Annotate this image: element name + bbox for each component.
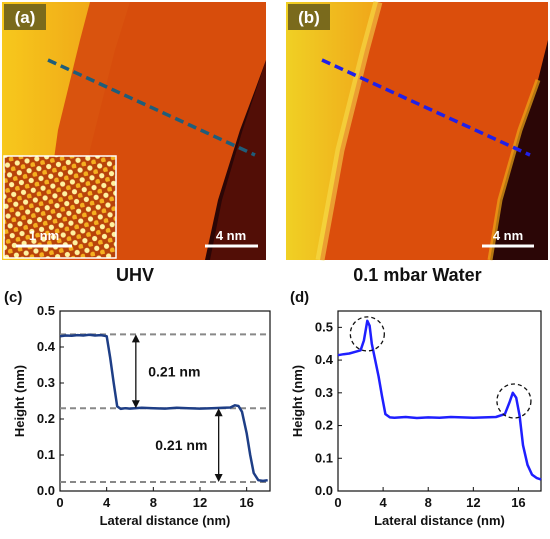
- atomic-inset: [3, 155, 117, 259]
- scale-label-b: 4 nm: [493, 228, 523, 243]
- highlight-circle: [349, 316, 385, 352]
- x-tick-label: 4: [103, 495, 111, 510]
- profile-line-b: [321, 58, 531, 157]
- series-line: [337, 319, 542, 481]
- x-tick-label: 16: [511, 495, 525, 510]
- label-box-a: [4, 4, 46, 30]
- y-tick-label: 0.0: [37, 483, 55, 498]
- y-tick-label: 0.4: [315, 352, 334, 367]
- plot-frame: [337, 310, 542, 492]
- y-tick-label: 0.1: [37, 447, 55, 462]
- y-tick-label: 0.5: [315, 319, 333, 334]
- x-axis-label: Lateral distance (nm): [100, 513, 231, 528]
- arrowhead: [131, 334, 140, 343]
- y-tick-label: 0.2: [315, 418, 333, 433]
- panel-label-d: (d): [290, 289, 309, 306]
- y-axis-label: Height (nm): [290, 365, 305, 437]
- x-tick-label: 0: [334, 495, 341, 510]
- y-tick-label: 0.5: [37, 303, 55, 318]
- inset-scale-label: 1 nm: [29, 228, 59, 243]
- chart-d: (d) 0 4 8 12 16 0.0 0.1 0.2 0.3 0.4 0.5 Lateral dis…: [290, 289, 542, 528]
- profile-line-a: [47, 58, 256, 157]
- x-tick-label: 12: [466, 495, 480, 510]
- y-tick-label: 0.3: [37, 375, 55, 390]
- x-tick-label: 16: [239, 495, 253, 510]
- label-box-b: [288, 4, 330, 30]
- plot-area-d: 0 4 8 12 16 0.0 0.1 0.2 0.3 0.4 0.5 Lateral distanc…: [290, 310, 542, 528]
- panel-label-b: (b): [298, 8, 320, 27]
- arrowhead: [214, 474, 223, 482]
- caption-b: 0.1 mbar Water: [353, 265, 482, 285]
- scale-label-a: 4 nm: [216, 228, 246, 243]
- y-tick-label: 0.2: [37, 411, 55, 426]
- panel-label-a: (a): [15, 8, 36, 27]
- terrace-middle-b: [320, 2, 548, 260]
- panel-label-c: (c): [4, 289, 22, 306]
- panel-a: 1 nm 4 nm (a): [2, 2, 266, 260]
- series-line: [59, 333, 268, 483]
- panel-b: 4 nm (b): [286, 0, 548, 261]
- x-tick-label: 4: [379, 495, 387, 510]
- step-height-label: 0.21 nm: [155, 437, 207, 453]
- x-axis-label: Lateral distance (nm): [374, 513, 505, 528]
- step-height-label: 0.21 nm: [148, 363, 200, 379]
- x-tick-label: 12: [193, 495, 207, 510]
- y-tick-label: 0.0: [315, 483, 333, 498]
- x-tick-label: 8: [425, 495, 432, 510]
- highlight-circle: [496, 383, 532, 419]
- y-tick-label: 0.4: [37, 339, 56, 354]
- plot-area-c: 0 4 8 12 16 0.0 0.1 0.2 0.3 0.4 0.5 Lateral distanc…: [12, 303, 271, 528]
- x-tick-label: 0: [56, 495, 63, 510]
- y-tick-label: 0.3: [315, 385, 333, 400]
- caption-a: UHV: [115, 265, 154, 285]
- chart-c: (c) 0 4 8 12 16 0.0 0.1 0.2 0.3 0.4 0.5 Lateral dis…: [4, 289, 271, 528]
- plot-frame: [59, 310, 271, 492]
- x-tick-label: 8: [150, 495, 157, 510]
- y-axis-label: Height (nm): [12, 365, 27, 437]
- arrowhead: [214, 408, 223, 417]
- y-tick-label: 0.1: [315, 450, 333, 465]
- arrowhead: [131, 400, 140, 409]
